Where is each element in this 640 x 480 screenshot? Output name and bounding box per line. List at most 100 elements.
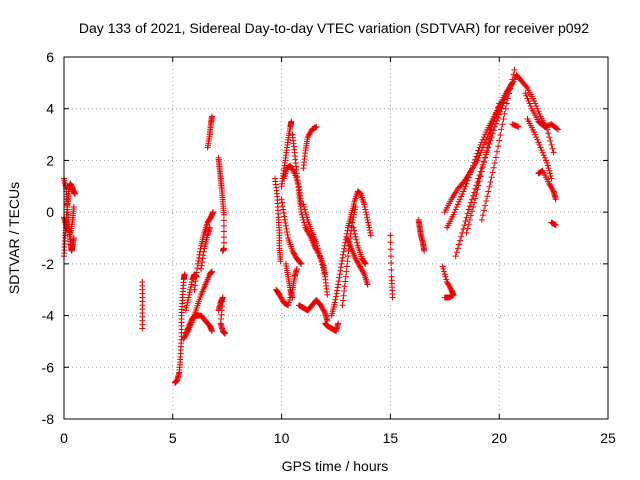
data-point — [541, 154, 548, 161]
data-point — [290, 250, 297, 257]
data-point — [188, 278, 195, 285]
data-point — [549, 145, 556, 152]
data-point — [280, 210, 287, 217]
data-point — [367, 229, 374, 236]
data-point — [496, 111, 503, 118]
data-point — [439, 263, 446, 270]
data-point — [185, 297, 192, 304]
data-point — [546, 181, 553, 188]
data-point — [188, 281, 195, 288]
data-point — [507, 85, 514, 92]
data-point — [457, 237, 464, 244]
data-point — [443, 276, 450, 283]
data-point — [443, 278, 450, 285]
data-point — [547, 138, 554, 145]
data-point — [387, 232, 394, 239]
y-tick-label: 0 — [46, 204, 54, 220]
data-point — [442, 273, 449, 280]
data-point — [285, 302, 292, 309]
data-point — [492, 154, 499, 161]
data-point — [484, 144, 491, 151]
data-point — [293, 266, 300, 273]
data-point — [318, 303, 325, 310]
data-point — [488, 125, 495, 132]
data-point — [350, 214, 357, 221]
data-point — [549, 185, 556, 192]
data-point — [465, 174, 472, 181]
data-point — [335, 278, 342, 285]
data-point — [341, 283, 348, 290]
data-point — [476, 178, 483, 185]
data-point — [279, 203, 286, 210]
data-point — [302, 209, 309, 216]
data-point — [354, 259, 361, 266]
tick-layer: 0 5 10 15 20 25 -8 -6 -4 -2 0 2 4 6 — [42, 49, 616, 446]
data-point — [453, 203, 460, 210]
data-point — [492, 110, 499, 117]
data-point — [199, 255, 206, 262]
data-point — [292, 253, 299, 260]
data-point — [340, 297, 347, 304]
data-point — [183, 304, 190, 311]
data-point — [545, 165, 552, 172]
data-point — [280, 206, 287, 213]
data-point — [181, 334, 188, 341]
data-point — [351, 227, 358, 234]
data-point — [552, 196, 559, 203]
data-point — [220, 239, 227, 246]
data-point — [441, 294, 448, 301]
data-point — [466, 216, 473, 223]
data-point — [478, 216, 485, 223]
data-point — [199, 259, 206, 266]
data-point — [316, 250, 323, 257]
data-point — [546, 170, 553, 177]
data-point — [352, 203, 359, 210]
data-point — [183, 302, 190, 309]
data-point — [351, 209, 358, 216]
data-point — [331, 299, 338, 306]
data-point — [277, 294, 284, 301]
data-point — [339, 254, 346, 261]
data-point — [340, 251, 347, 258]
data-point — [306, 131, 313, 138]
data-point — [462, 183, 469, 190]
data-point — [208, 268, 215, 275]
data-point — [354, 239, 361, 246]
data-point — [313, 240, 320, 247]
data-point — [317, 302, 324, 309]
data-point — [193, 269, 200, 276]
data-point — [315, 247, 322, 254]
data-point — [340, 292, 347, 299]
data-point — [281, 213, 288, 220]
data-point — [358, 266, 365, 273]
data-point — [540, 152, 547, 159]
data-point — [475, 182, 482, 189]
data-point — [526, 100, 533, 107]
data-point — [349, 216, 356, 223]
data-point — [357, 264, 364, 271]
data-point — [343, 268, 350, 275]
data-point — [350, 224, 357, 231]
data-point — [502, 105, 509, 112]
data-point — [542, 157, 549, 164]
data-point — [334, 287, 341, 294]
data-point — [344, 253, 351, 260]
data-point — [549, 187, 556, 194]
data-point — [301, 222, 308, 229]
data-point — [291, 251, 298, 258]
data-point — [454, 245, 461, 252]
data-point — [457, 196, 464, 203]
data-point — [343, 263, 350, 270]
data-point — [387, 239, 394, 246]
data-point — [465, 221, 472, 228]
y-tick-label: -8 — [42, 411, 55, 427]
data-point — [483, 197, 490, 204]
data-point — [283, 225, 290, 232]
data-point — [352, 206, 359, 213]
data-point — [278, 295, 285, 302]
data-point — [445, 281, 452, 288]
data-point — [321, 308, 328, 315]
y-tick-label: 2 — [46, 152, 54, 168]
data-point — [503, 100, 510, 107]
